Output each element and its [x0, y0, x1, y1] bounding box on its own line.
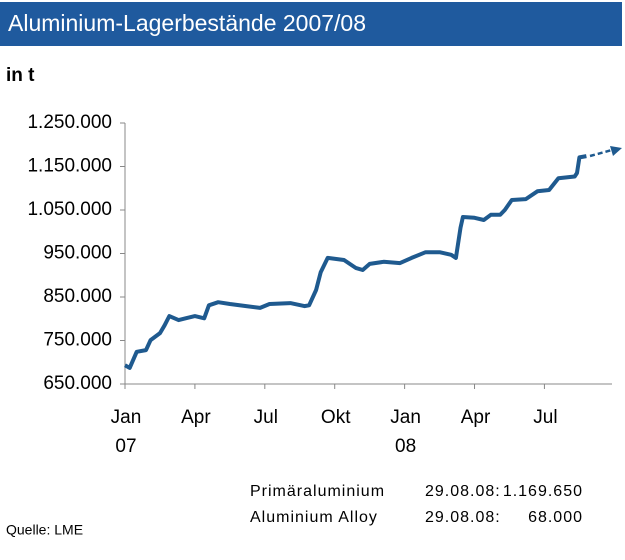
source: Quelle: LME: [6, 522, 83, 538]
x-tick-label: Okt: [321, 407, 351, 428]
x-tick-label: Jan 08: [390, 407, 421, 457]
y-tick-label: 950.000: [43, 243, 112, 264]
trend-arrow: [589, 148, 613, 158]
y-tick-label: 1.050.000: [27, 199, 112, 220]
chart-title: Aluminium-Lagerbestände 2007/08: [8, 10, 366, 36]
y-tick-label: 750.000: [43, 330, 112, 351]
table-cell: Aluminium Alloy: [250, 509, 378, 526]
x-tick-label: Jul: [533, 407, 557, 428]
x-tick-label: Apr: [181, 407, 211, 428]
table-cell: 29.08.08:: [425, 483, 501, 500]
table-cell: 68.000: [528, 509, 583, 526]
y-tick-label: 1.150.000: [27, 156, 112, 177]
table-cell: 29.08.08:: [425, 509, 501, 526]
title-banner: [0, 2, 622, 46]
table-cell: 1.169.650: [503, 483, 583, 500]
x-tick-label: Jan 07: [111, 407, 142, 457]
y-axis-label: in t: [6, 65, 35, 86]
data-line: [124, 154, 587, 370]
y-tick-label: 850.000: [43, 286, 112, 307]
table-cell: Primäraluminium: [250, 483, 385, 500]
y-tick-label: 1.250.000: [27, 112, 112, 133]
x-tick-label: Apr: [461, 407, 491, 428]
trend-arrow-head: [610, 146, 622, 156]
y-tick-label: 650.000: [43, 373, 112, 394]
x-tick-label: Jul: [254, 407, 278, 428]
